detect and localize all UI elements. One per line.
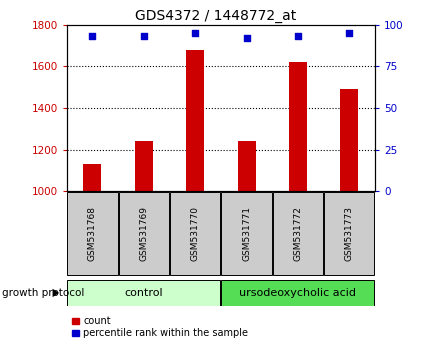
Bar [221,280,374,306]
Text: GSM531772: GSM531772 [293,206,302,261]
Bar [118,192,169,275]
Text: GSM531771: GSM531771 [242,206,251,261]
Text: ursodeoxycholic acid: ursodeoxycholic acid [239,288,356,298]
Bar [272,192,322,275]
Bar [221,192,271,275]
Text: control: control [124,288,163,298]
Legend: count, percentile rank within the sample: count, percentile rank within the sample [71,316,248,338]
Text: GSM531770: GSM531770 [190,206,199,261]
Bar [186,50,204,191]
Bar [135,141,153,191]
Point [345,30,352,36]
Point [294,34,301,39]
Point [89,34,96,39]
Text: GSM531769: GSM531769 [139,206,148,261]
Bar [67,280,220,306]
Point [191,30,198,36]
Bar [67,192,117,275]
Text: GSM531773: GSM531773 [344,206,353,261]
Text: GSM531768: GSM531768 [88,206,97,261]
Bar [237,141,255,191]
Bar [170,192,220,275]
Text: GDS4372 / 1448772_at: GDS4372 / 1448772_at [135,9,295,23]
Bar [288,62,306,191]
Bar [340,89,357,191]
Bar [83,164,101,191]
Bar [323,192,374,275]
Point [140,34,147,39]
Text: growth protocol: growth protocol [2,288,84,298]
Point [243,35,249,41]
